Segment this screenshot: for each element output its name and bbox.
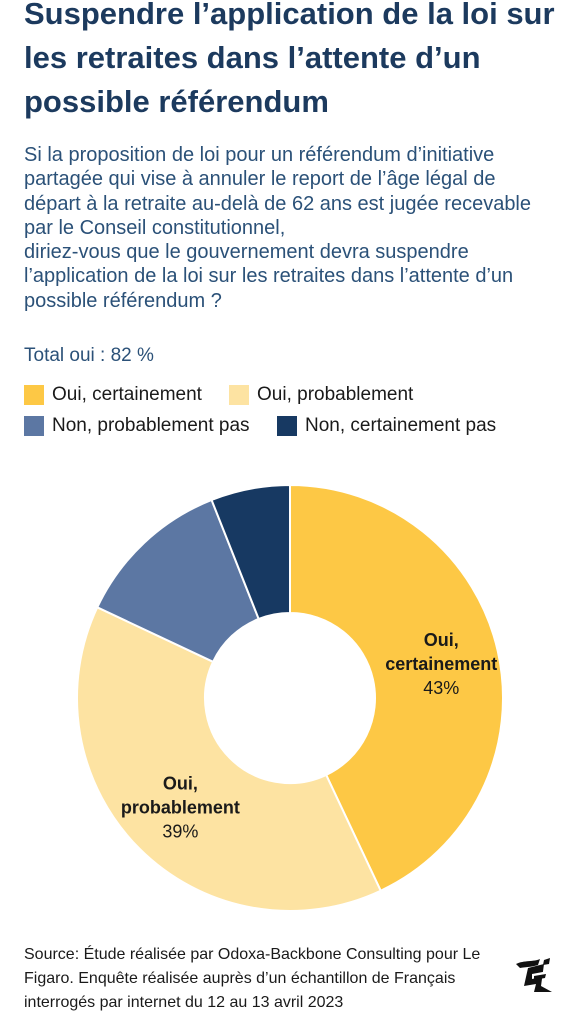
legend-item-oui-certainement: Oui, certainement [24,384,202,406]
source-note: Source: Étude réalisée par Odoxa-Backbon… [24,946,481,1011]
slice-value-label: 39% [162,822,198,842]
question-line: Si la proposition de loi pour un référen… [24,144,495,166]
legend-swatch-oui-certainement [24,385,44,405]
donut-chart: Oui, certainement 43% Oui, probablement 39% [76,483,504,912]
total-yes: Total oui : 82 % [24,345,154,366]
slice-value-label: 43% [423,678,459,698]
question-line: possible référendum ? [24,289,222,312]
question-line: départ à la retraite au-delà de 62 ans e… [24,192,532,215]
legend-item-oui-probablement: Oui, probablement [229,384,413,406]
legend-item-non-certainement-pas: Non, certainement pas [277,415,496,437]
legend-item-non-probablement-pas: Non, probablement pas [24,415,250,437]
donut-slice-non-probablement-pas [95,498,261,664]
question-line: diriez-vous que le gouvernement devra su… [24,241,469,264]
legend-swatch-non-probablement-pas [24,416,44,436]
legend-label: Non, certainement pas [305,415,497,436]
slice-label: certainement [385,654,497,674]
question-line: l’application de la loi sur les retraite… [24,265,514,288]
donut-slice-oui-certainement [289,483,504,893]
legend-label: Non, probablement pas [52,415,250,436]
donut-slice-oui-probablement [76,605,383,912]
legend-label: Oui, probablement [257,384,414,405]
slice-label: probablement [121,798,240,818]
legend-label: Oui, certainement [52,384,202,405]
survey-question: Si la proposition de loi pour un référen… [24,143,564,313]
le-figaro-logo-icon [516,958,552,992]
question-line: par le Conseil constitutionnel, [24,216,286,239]
donut-slice-non-certainement-pas [210,483,291,621]
slice-label: Oui, [424,630,459,650]
legend-swatch-oui-probablement [229,385,249,405]
chart-title: Suspendre l’application de la loi sur le… [24,0,555,119]
legend-swatch-non-certainement-pas [277,416,297,436]
question-line: partagée qui vise à annuler le report de… [24,168,496,191]
slice-label: Oui, [163,774,198,794]
